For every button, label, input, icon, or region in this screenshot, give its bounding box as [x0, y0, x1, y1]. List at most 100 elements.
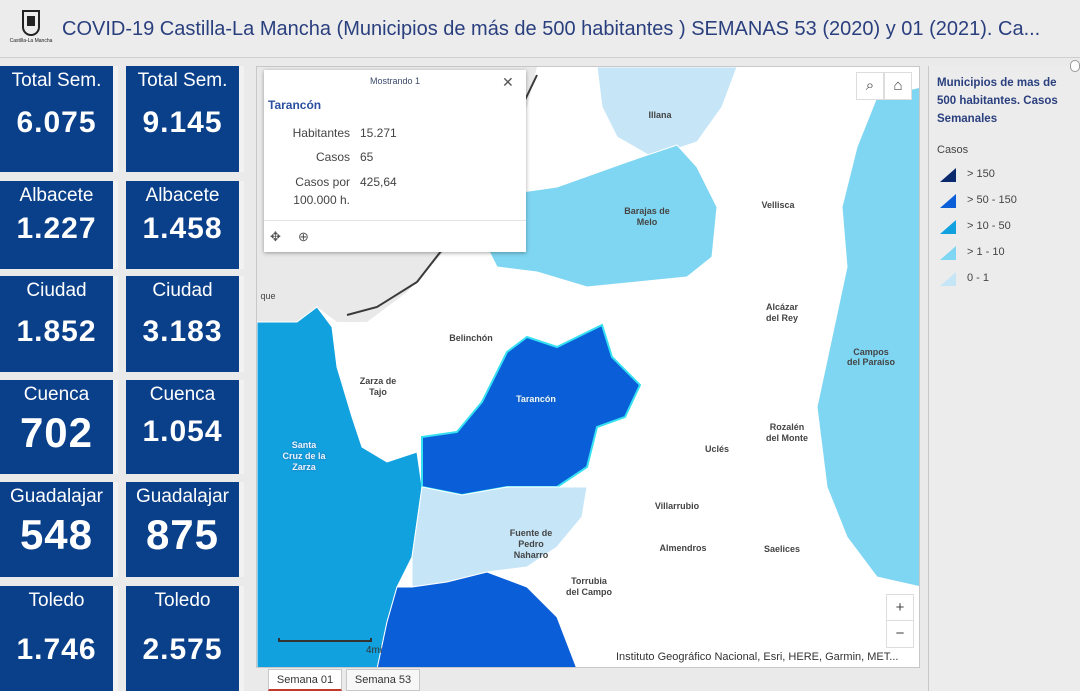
place-torrubia-line1: Torrubia	[571, 576, 607, 586]
place-belinchon: Belinchón	[449, 333, 493, 343]
tile-value: 3.183	[142, 315, 223, 348]
tab-semana-53[interactable]: Semana 53	[346, 669, 420, 691]
legend-swatch	[940, 220, 956, 234]
crest-icon	[22, 10, 40, 36]
place-santa-cruz-line1: Santa	[291, 440, 317, 450]
place-santa-cruz-line2: Cruz de la	[282, 451, 326, 461]
tile-label: Guadalajar	[136, 486, 229, 507]
search-icon: ⌕	[865, 77, 875, 94]
place-almendros: Almendros	[659, 543, 707, 553]
tile-value: 548	[19, 511, 94, 558]
casos-label: Casos	[315, 150, 350, 164]
place-partial-label: que	[260, 291, 276, 301]
tile-value: 1.227	[16, 212, 97, 245]
tile-label: Toledo	[154, 590, 211, 611]
tile-label: Toledo	[28, 590, 85, 611]
place-vellisca: Vellisca	[761, 200, 795, 210]
legend-swatch	[940, 272, 956, 286]
tile-label: Ciudad	[26, 280, 87, 301]
place-zarza-line2: Tajo	[369, 387, 387, 397]
legend-item: > 50 - 150	[939, 192, 1079, 210]
place-rozalen-line1: Rozalén	[769, 422, 805, 432]
legend-item: > 1 - 10	[939, 244, 1079, 262]
place-barajas-line1: Barajas de	[624, 206, 670, 216]
collapse-handle[interactable]	[1070, 60, 1080, 72]
tile-label: Cuenca	[149, 384, 216, 405]
legend-item: > 150	[939, 166, 1079, 184]
tile-guadalajara-semana-53: Guadalajar 548	[0, 482, 118, 577]
tab-semana-01[interactable]: Semana 01	[268, 669, 342, 691]
tile-label: Total Sem.	[11, 70, 102, 91]
place-tarancon: Tarancón	[516, 394, 556, 404]
tile-ciudad-real-semana-01: Ciudad 3.183	[126, 276, 244, 372]
swatch-shape	[940, 246, 956, 260]
close-icon[interactable]: ✕	[502, 74, 514, 90]
tile-value: 1.746	[16, 633, 97, 666]
zoom-out-button[interactable]: −	[886, 620, 914, 648]
place-alcazar-line1: Alcázar	[765, 302, 799, 312]
place-torrubia-line2: del Campo	[565, 587, 612, 597]
tile-value: 9.145	[142, 106, 223, 139]
home-icon: ⌂	[893, 77, 903, 94]
tile-value: 1.458	[142, 212, 223, 245]
swatch-shape	[940, 272, 956, 286]
tile-toledo-semana-53: Toledo 1.746	[0, 586, 118, 691]
place-barajas-line2: Melo	[636, 217, 658, 227]
place-alcazar-line2: del Rey	[765, 313, 798, 323]
legend-item: > 10 - 50	[939, 218, 1079, 236]
place-zarza-line1: Zarza de	[359, 376, 397, 386]
habitantes-value: 15.271	[360, 126, 397, 140]
place-fuente-line3: Naharro	[513, 550, 549, 560]
pan-icon[interactable]: ✥	[270, 229, 281, 244]
place-santa-cruz-line3: Zarza	[292, 462, 316, 472]
tile-value: 875	[145, 511, 220, 558]
tile-cuenca-semana-01: Cuenca 1.054	[126, 380, 244, 474]
logo-text: Castilla-La Mancha	[9, 38, 53, 44]
casos-value: 65	[360, 150, 374, 164]
place-campos-line1: Campos	[853, 347, 889, 357]
place-villarrubio: Villarrubio	[654, 501, 700, 511]
swatch-shape	[940, 194, 956, 208]
casos-por-value: 425,64	[360, 175, 397, 189]
map-attribution[interactable]: Instituto Geográfico Nacional, Esri, HER…	[616, 651, 899, 663]
popup-title: Tarancón	[268, 98, 322, 112]
tile-total-semana-53: Total Sem. 6.075	[0, 66, 118, 172]
habitantes-label: Habitantes	[292, 126, 350, 140]
home-button[interactable]: ⌂	[884, 72, 912, 100]
tile-total-semana-01: Total Sem. 9.145	[126, 66, 244, 172]
place-ucles: Uclés	[704, 444, 730, 454]
zoom-in-button[interactable]: +	[886, 594, 914, 622]
page-title: COVID-19 Castilla-La Mancha (Municipios …	[62, 18, 1041, 40]
feature-popup: Mostrando 1 ✕ Tarancón Habitantes 15.271…	[264, 70, 526, 252]
tile-value: 6.075	[16, 106, 97, 139]
casos-por-label-line1: Casos por	[295, 175, 350, 189]
legend-swatch	[940, 168, 956, 182]
popup-header: Mostrando 1	[369, 76, 421, 86]
legend-item: 0 - 1	[939, 270, 1079, 288]
zoom-to-icon[interactable]: ⊕	[298, 229, 309, 244]
tile-cuenca-semana-53: Cuenca 702	[0, 380, 118, 474]
castilla-la-mancha-logo: Castilla-La Mancha	[8, 6, 54, 52]
place-campos-line2: del Paraíso	[846, 357, 896, 367]
tile-albacete-semana-01: Albacete 1.458	[126, 181, 244, 269]
tile-toledo-semana-01: Toledo 2.575	[126, 586, 244, 691]
scale-label: 4mi	[366, 645, 383, 656]
header-bar: Castilla-La Mancha COVID-19 Castilla-La …	[0, 0, 1080, 58]
place-fuente-line1: Fuente de	[509, 528, 553, 538]
search-button[interactable]: ⌕	[856, 72, 884, 100]
tile-label: Guadalajar	[10, 486, 103, 507]
tile-label: Albacete	[19, 185, 94, 206]
legend-swatch	[940, 246, 956, 260]
swatch-shape	[940, 220, 956, 234]
place-saelices: Saelices	[763, 544, 801, 554]
legend-label: > 150	[967, 168, 995, 180]
legend-swatch	[940, 194, 956, 208]
popup-footer: ✥ ⊕	[264, 220, 526, 252]
tile-label: Ciudad	[152, 280, 213, 301]
legend-label: > 1 - 10	[967, 246, 1005, 258]
tile-value: 1.852	[16, 315, 97, 348]
place-fuente-line2: Pedro	[518, 539, 544, 549]
swatch-shape	[940, 168, 956, 182]
place-illana: Illana	[648, 110, 672, 120]
tile-value: 2.575	[142, 633, 223, 666]
